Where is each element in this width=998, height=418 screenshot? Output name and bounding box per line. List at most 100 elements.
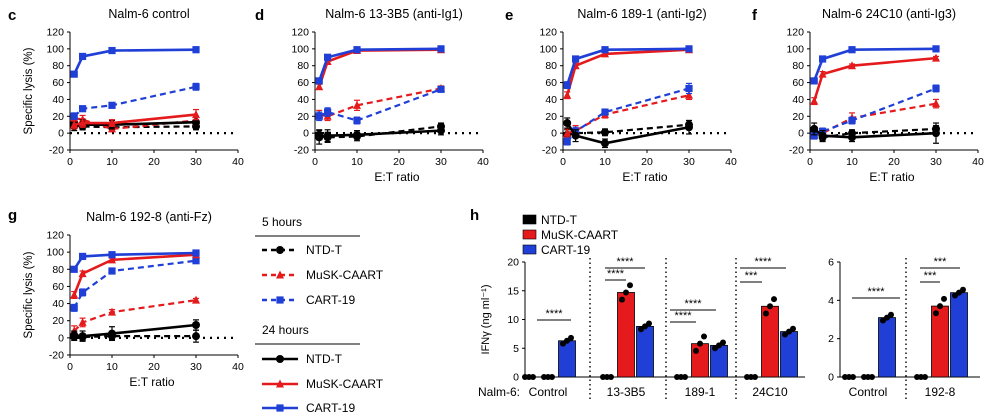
panel-letter-c: c — [8, 7, 16, 24]
data-point-cart — [108, 267, 116, 275]
y-tick-label: 20 — [545, 111, 557, 123]
x-tick-label: 20 — [148, 361, 160, 373]
series-line-ntd-24h — [566, 122, 690, 145]
replicate-point — [960, 286, 966, 293]
data-point-ntd — [810, 124, 819, 133]
legend-label-musk-24h: MuSK-CAART — [306, 377, 384, 391]
series-line-ntd-24h — [813, 127, 937, 139]
data-point-musk — [848, 61, 856, 70]
replicate-point — [608, 374, 614, 380]
row-label-nalm6: Nalm-6: — [478, 385, 520, 399]
data-point-cart — [932, 45, 940, 53]
replicate-point — [752, 374, 758, 380]
legend-marker-cart-24h — [276, 404, 284, 412]
x-tick-label: 10 — [846, 156, 858, 168]
replicate-point — [763, 310, 769, 317]
significance-stars: **** — [607, 268, 625, 280]
data-point-cart — [810, 132, 818, 140]
series-line-musk-5h — [318, 87, 442, 118]
legend-marker-ntd-24h — [276, 355, 284, 363]
data-point-musk — [192, 110, 200, 119]
category-label: 192-8 — [925, 385, 956, 399]
x-tick-label: 40 — [477, 156, 489, 168]
data-point-cart — [192, 83, 200, 91]
replicate-point — [619, 296, 625, 303]
legend-marker-musk-5h — [276, 270, 284, 279]
data-point-musk — [932, 53, 940, 62]
data-point-musk — [563, 128, 572, 137]
series-line-cart-24h — [73, 48, 197, 75]
y-axis-label: Specific lysis (%) — [23, 251, 35, 338]
x-tick-label: 30 — [930, 156, 942, 168]
y-tick-label: -20 — [49, 145, 64, 157]
series-line-ntd-24h — [318, 129, 442, 139]
series-line-cart-24h — [812, 47, 937, 82]
legend-label-cart-24h: CART-19 — [306, 401, 355, 415]
x-tick-label: 0 — [312, 156, 318, 168]
bar-musk — [931, 305, 949, 378]
x-tick-label: 0 — [560, 156, 566, 168]
panel-letter-f: f — [752, 7, 758, 24]
data-point-ntd — [601, 128, 609, 137]
y-tick-label: -20 — [789, 145, 804, 157]
data-point-musk — [78, 118, 87, 127]
data-point-musk — [70, 120, 79, 129]
y-tick-label: 100 — [46, 247, 64, 259]
y-tick-label: 40 — [52, 298, 64, 310]
y-tick-label: 100 — [539, 43, 557, 55]
bar-cart — [636, 325, 654, 378]
data-point-ntd — [571, 131, 580, 140]
series-line-cart-5h — [566, 87, 690, 143]
legend-label-musk-5h: MuSK-CAART — [306, 268, 384, 282]
y-tick-label: 0 — [303, 128, 309, 140]
y-tick-label: -20 — [294, 145, 309, 157]
significance-stars: **** — [545, 308, 563, 320]
data-point-musk — [563, 90, 572, 99]
y-tick-label: 120 — [291, 27, 309, 39]
panel-title: Nalm-6 192-8 (anti-Fz) — [86, 210, 212, 224]
panel-title: Nalm-6 control — [108, 7, 189, 21]
data-point-cart — [353, 46, 361, 54]
replicate-point — [941, 295, 947, 302]
x-axis-label: E:T ratio — [129, 375, 174, 389]
replicate-point — [701, 333, 707, 340]
significance-stars: **** — [674, 310, 692, 322]
replicate-point — [682, 374, 688, 380]
y-tick-label: 20 — [792, 111, 804, 123]
replicate-point — [627, 282, 633, 289]
x-tick-label: 20 — [393, 156, 405, 168]
y-tick-label: -20 — [49, 350, 64, 362]
y-tick-label: 80 — [52, 264, 64, 276]
x-axis-label: E:T ratio — [869, 170, 914, 184]
data-point-cart — [563, 81, 571, 89]
x-tick-label: 20 — [641, 156, 653, 168]
data-point-cart — [315, 77, 323, 85]
data-point-ntd — [70, 331, 79, 340]
bar-cart — [950, 292, 968, 378]
data-point-musk — [601, 49, 609, 58]
x-tick-label: 30 — [435, 156, 447, 168]
series-line-cart-24h — [565, 47, 690, 86]
panel-title: Nalm-6 189-1 (anti-Ig2) — [577, 7, 706, 21]
x-tick-label: 30 — [683, 156, 695, 168]
data-point-ntd — [108, 329, 116, 338]
data-point-cart — [79, 105, 87, 113]
data-point-cart — [324, 108, 332, 116]
line-panel-f: Nalm-6 24C10 (anti-Ig3)-2002040608010012… — [786, 7, 984, 184]
data-point-musk — [108, 307, 116, 316]
bar-musk — [761, 305, 779, 378]
line-panel-d: Nalm-6 13-3B5 (anti-Ig1)-200204060801001… — [291, 7, 489, 184]
replicate-point — [922, 374, 928, 380]
data-point-ntd — [563, 119, 572, 128]
data-point-ntd — [818, 131, 827, 140]
replicate-point — [720, 339, 726, 346]
data-point-cart — [437, 85, 445, 93]
data-point-cart — [572, 55, 580, 63]
legend-heading-24-hours: 24 hours — [262, 323, 309, 337]
replicate-point — [697, 340, 703, 347]
data-point-musk — [78, 269, 87, 278]
bar-musk — [617, 292, 635, 378]
x-tick-label: 20 — [888, 156, 900, 168]
series-line-ntd-5h — [566, 123, 690, 136]
